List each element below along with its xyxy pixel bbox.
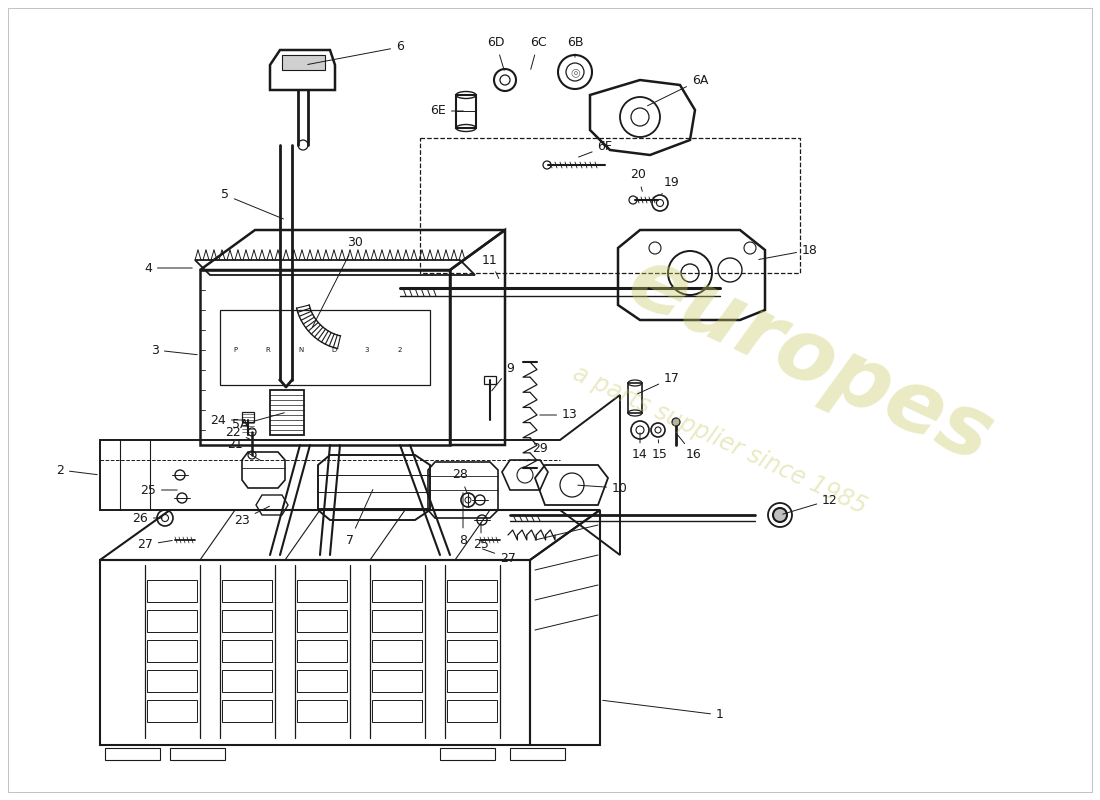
Bar: [297, 580, 346, 602]
Text: 3: 3: [365, 347, 370, 353]
Text: 14: 14: [632, 433, 648, 462]
Text: 15: 15: [652, 440, 668, 462]
Bar: [440, 748, 495, 760]
Text: 19: 19: [662, 175, 680, 194]
Bar: [510, 748, 565, 760]
Text: 17: 17: [638, 371, 680, 394]
Bar: [447, 700, 497, 722]
Text: 28: 28: [452, 469, 468, 493]
Bar: [628, 383, 642, 413]
Bar: [170, 748, 226, 760]
Text: 4: 4: [144, 262, 192, 274]
Bar: [242, 412, 254, 422]
Text: 2: 2: [398, 347, 403, 353]
Text: D: D: [331, 347, 337, 353]
Text: N: N: [298, 347, 304, 353]
Text: 5: 5: [221, 189, 284, 219]
Circle shape: [773, 508, 786, 522]
Bar: [147, 580, 197, 602]
Text: P: P: [233, 347, 238, 353]
Text: europes: europes: [615, 239, 1005, 481]
Text: 20: 20: [630, 169, 646, 191]
Text: 30: 30: [312, 237, 363, 326]
Text: 3: 3: [151, 343, 197, 357]
Bar: [222, 670, 272, 692]
Bar: [372, 700, 422, 722]
Bar: [147, 610, 197, 632]
Text: R: R: [265, 347, 271, 353]
Text: 18: 18: [759, 243, 818, 259]
Text: 25: 25: [473, 522, 488, 551]
Bar: [372, 640, 422, 662]
Text: 21: 21: [227, 438, 261, 461]
Text: 10: 10: [578, 482, 628, 494]
Text: 6D: 6D: [487, 37, 505, 70]
Bar: [447, 610, 497, 632]
Text: 27: 27: [483, 549, 516, 565]
Text: 23: 23: [234, 506, 270, 526]
Bar: [222, 580, 272, 602]
Text: 2: 2: [56, 463, 97, 477]
Bar: [297, 700, 346, 722]
Bar: [372, 610, 422, 632]
Text: 6B: 6B: [566, 35, 583, 58]
Bar: [420, 138, 800, 273]
Bar: [222, 640, 272, 662]
Bar: [104, 748, 160, 760]
Bar: [147, 670, 197, 692]
Text: a parts supplier since 1985: a parts supplier since 1985: [570, 362, 871, 518]
Text: 29: 29: [527, 442, 548, 461]
Bar: [447, 580, 497, 602]
Text: 25: 25: [140, 483, 177, 497]
Text: 6E: 6E: [430, 105, 463, 118]
Bar: [222, 610, 272, 632]
Bar: [147, 700, 197, 722]
Text: 16: 16: [678, 435, 702, 462]
Bar: [147, 640, 197, 662]
Bar: [484, 376, 496, 384]
Bar: [447, 670, 497, 692]
Text: 6C: 6C: [530, 37, 547, 70]
Bar: [372, 670, 422, 692]
Text: 6F: 6F: [579, 141, 613, 157]
Bar: [222, 700, 272, 722]
Text: 1: 1: [603, 700, 724, 722]
Text: 24: 24: [210, 414, 245, 426]
Bar: [297, 610, 346, 632]
Text: 6A: 6A: [648, 74, 708, 106]
Bar: [447, 640, 497, 662]
Text: 8: 8: [459, 493, 468, 546]
Text: 22: 22: [226, 426, 250, 439]
Text: 27: 27: [138, 538, 173, 551]
Text: 6: 6: [308, 41, 404, 65]
Text: 5A: 5A: [232, 413, 284, 431]
Circle shape: [672, 418, 680, 426]
Bar: [282, 55, 324, 70]
Text: 9: 9: [492, 362, 514, 391]
Text: 11: 11: [482, 254, 498, 278]
Text: 13: 13: [540, 409, 578, 422]
Bar: [372, 580, 422, 602]
Text: 12: 12: [783, 494, 838, 514]
Text: ◎: ◎: [570, 67, 580, 77]
Text: 7: 7: [346, 490, 373, 546]
Text: 26: 26: [132, 511, 162, 525]
Bar: [297, 670, 346, 692]
Bar: [297, 640, 346, 662]
